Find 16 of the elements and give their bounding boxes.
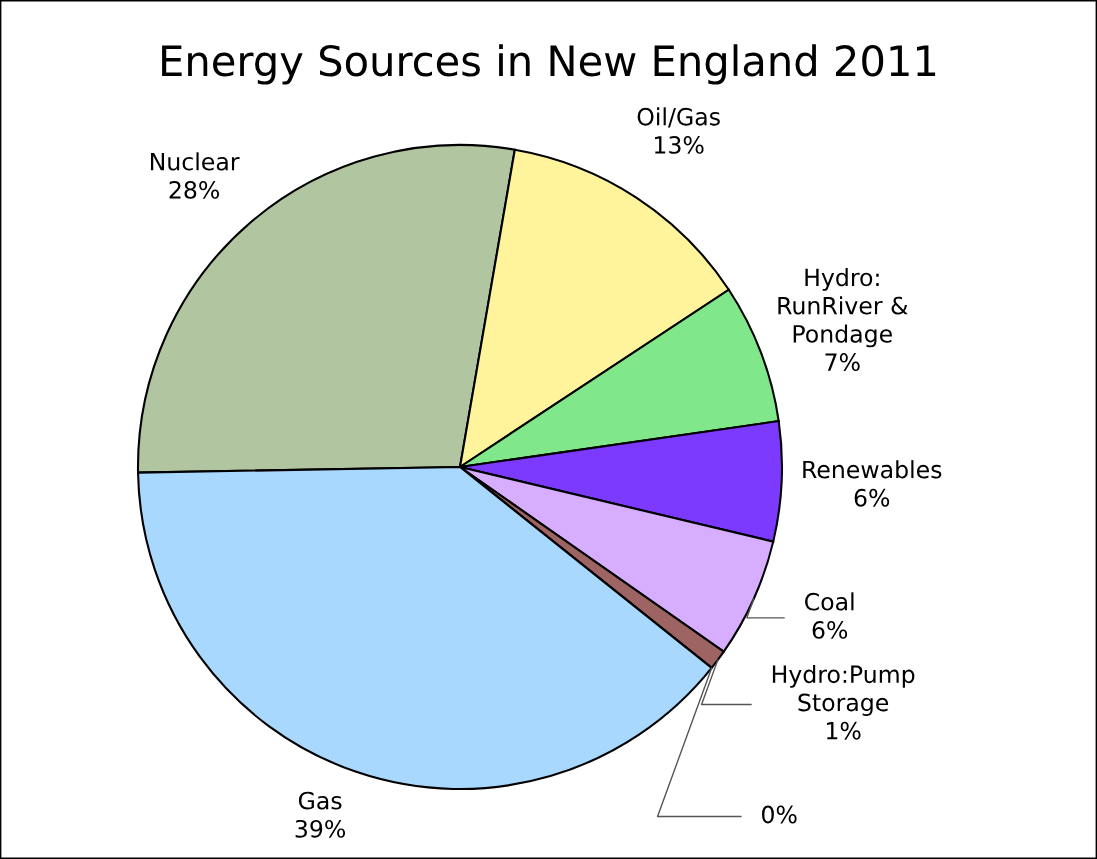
data-label: 39%	[295, 819, 346, 838]
text: 0%	[762, 805, 797, 824]
chart-title: Energy Sources in New England 2011	[162, 44, 936, 85]
slice-label: Nuclear	[150, 152, 240, 171]
slice-label: Gas	[298, 791, 342, 810]
data-label: 28%	[169, 180, 220, 199]
slice-label: Renewables	[803, 460, 942, 479]
slice-label: Oil/Gas	[637, 107, 720, 128]
data-label: 1%	[827, 721, 861, 740]
data-label: 13%	[654, 136, 704, 154]
data-label: 6%	[854, 488, 890, 507]
slice-label: Hydro: RunRiver & Pondage	[778, 268, 908, 348]
data-label: 6%	[812, 620, 848, 639]
data-label: 7%	[825, 353, 860, 371]
slice-label: Coal	[805, 592, 854, 611]
slice-label: Hydro:Pump Storage	[772, 664, 915, 716]
